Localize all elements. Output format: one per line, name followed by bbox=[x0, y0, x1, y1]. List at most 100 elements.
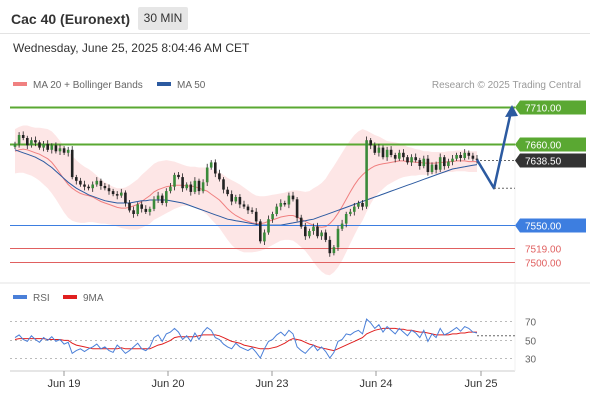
candle-body bbox=[185, 184, 188, 189]
candle-body bbox=[422, 158, 426, 167]
candle-body bbox=[193, 180, 197, 192]
header-divider bbox=[0, 33, 590, 34]
candle-body bbox=[107, 188, 111, 192]
candle-body bbox=[299, 217, 303, 227]
candle-body bbox=[124, 192, 127, 203]
candle-body bbox=[332, 247, 336, 254]
candle-body bbox=[144, 208, 148, 212]
candle-body bbox=[275, 206, 278, 214]
candle-body bbox=[66, 149, 70, 153]
ma50-swatch-icon bbox=[157, 82, 171, 87]
candle-body bbox=[136, 204, 139, 214]
candle-body bbox=[418, 160, 422, 166]
candle-body bbox=[259, 221, 262, 242]
candle-body bbox=[279, 203, 283, 207]
candle-body bbox=[173, 174, 176, 187]
candle-body bbox=[287, 195, 291, 205]
candle-body bbox=[295, 199, 299, 218]
candle-body bbox=[201, 182, 205, 192]
candle-body bbox=[385, 149, 389, 158]
candle-body bbox=[353, 206, 356, 212]
candle-body bbox=[46, 143, 49, 150]
candles-group bbox=[13, 131, 479, 257]
candle-body bbox=[34, 140, 37, 143]
candle-body bbox=[26, 138, 29, 146]
forecast-arrowhead-icon bbox=[505, 105, 518, 117]
candle-body bbox=[463, 152, 466, 158]
candle-body bbox=[156, 195, 160, 200]
candle-body bbox=[160, 195, 164, 203]
instrument-title: Cac 40 (Euronext) bbox=[11, 11, 131, 27]
candle-body bbox=[398, 152, 401, 159]
legend-rsi-ma: 9MA bbox=[63, 293, 104, 304]
candle-body bbox=[434, 164, 438, 170]
candle-body bbox=[267, 219, 270, 233]
time-tick-label: Jun 25 bbox=[464, 378, 497, 390]
rsi-tick-label: 50 bbox=[525, 337, 537, 348]
candle-body bbox=[308, 231, 311, 237]
time-tick-label: Jun 20 bbox=[151, 378, 184, 390]
candle-body bbox=[320, 232, 323, 237]
timeframe-button[interactable]: 30 MIN bbox=[138, 7, 188, 30]
candle-body bbox=[349, 211, 352, 214]
candle-body bbox=[242, 204, 246, 207]
candle-body bbox=[406, 157, 409, 163]
time-tick-label: Jun 24 bbox=[359, 378, 392, 390]
candle-body bbox=[475, 158, 479, 160]
candle-body bbox=[344, 214, 348, 224]
time-tick-label: Jun 19 bbox=[47, 378, 80, 390]
candle-body bbox=[414, 157, 417, 161]
datetime-label: Wednesday, June 25, 2025 8:04:46 AM CET bbox=[13, 41, 250, 55]
candle-body bbox=[304, 226, 307, 237]
level-label-resistance: 7660.00 bbox=[525, 141, 562, 152]
candle-body bbox=[316, 226, 319, 237]
candle-body bbox=[103, 186, 107, 189]
candle-body bbox=[361, 203, 364, 207]
candle-body bbox=[312, 226, 315, 231]
rsi-swatch-icon bbox=[13, 295, 27, 300]
rsi-tick-label: 70 bbox=[525, 318, 537, 329]
candle-body bbox=[336, 228, 340, 248]
bollinger-band bbox=[15, 125, 477, 276]
candle-body bbox=[234, 197, 238, 202]
candle-body bbox=[410, 157, 413, 163]
candle-body bbox=[83, 184, 86, 187]
candle-body bbox=[402, 152, 405, 158]
candle-body bbox=[430, 164, 434, 172]
level-badge-resistance bbox=[515, 100, 586, 115]
candle-body bbox=[377, 147, 381, 153]
candle-body bbox=[177, 174, 180, 178]
candle-body bbox=[58, 148, 62, 152]
candle-body bbox=[38, 142, 41, 148]
candle-body bbox=[13, 143, 17, 147]
candle-body bbox=[447, 161, 450, 166]
rsi-ma-swatch-icon bbox=[63, 295, 77, 300]
candle-body bbox=[54, 145, 58, 152]
legend-rsi: RSI bbox=[13, 293, 50, 304]
candle-body bbox=[181, 177, 184, 189]
candle-body bbox=[189, 184, 193, 192]
level-label-minor_support: 7500.00 bbox=[525, 259, 562, 270]
candle-body bbox=[443, 157, 446, 167]
legend-ma20: MA 20 + Bollinger Bands bbox=[13, 80, 143, 91]
candle-body bbox=[451, 158, 454, 162]
candle-body bbox=[148, 208, 152, 212]
candle-body bbox=[115, 194, 119, 196]
candle-body bbox=[328, 239, 332, 254]
candle-body bbox=[291, 195, 295, 200]
candle-body bbox=[246, 206, 250, 211]
candle-body bbox=[132, 210, 135, 214]
candle-body bbox=[169, 186, 172, 192]
legend-ma50: MA 50 bbox=[157, 80, 205, 91]
candle-body bbox=[455, 155, 458, 159]
candle-body bbox=[152, 199, 156, 209]
candle-body bbox=[393, 155, 397, 159]
level-label-minor_support: 7519.00 bbox=[525, 245, 562, 256]
candle-body bbox=[467, 152, 471, 156]
candle-body bbox=[165, 191, 168, 203]
candle-body bbox=[120, 192, 123, 196]
candle-body bbox=[471, 155, 475, 159]
candle-body bbox=[250, 210, 254, 212]
ma20-swatch-icon bbox=[13, 82, 27, 87]
